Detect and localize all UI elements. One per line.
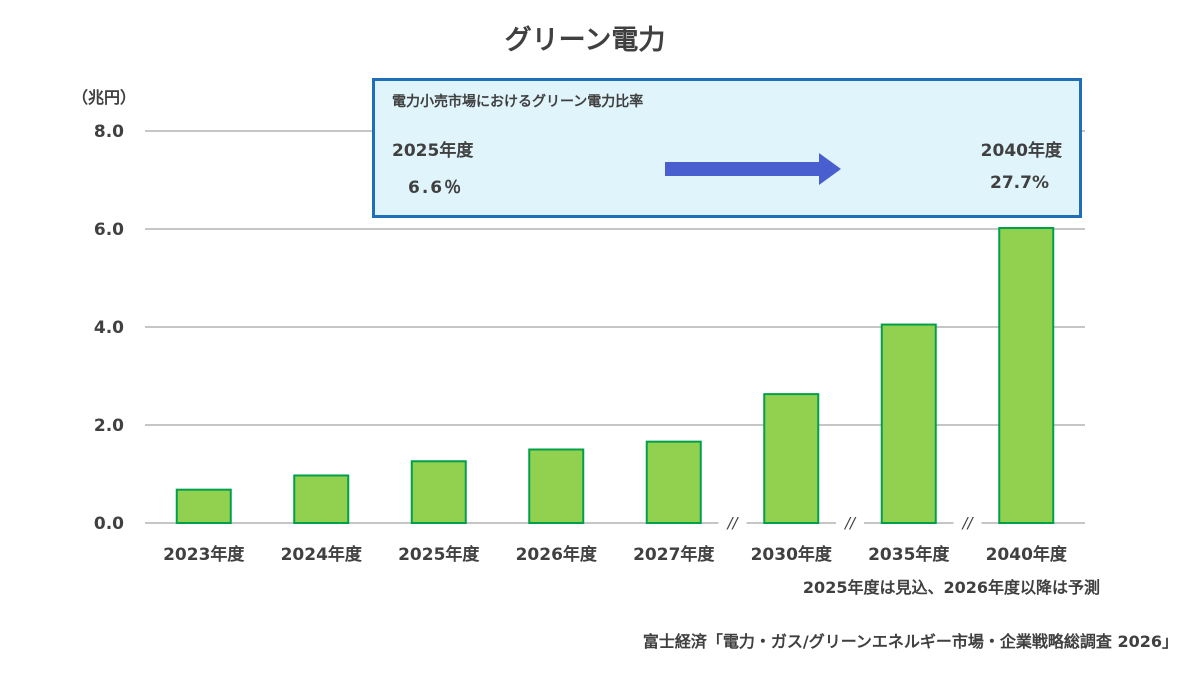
- bar: [998, 227, 1055, 525]
- bar: [410, 460, 467, 525]
- axis-break-mark: //: [843, 514, 857, 532]
- y-axis-unit-label: （兆円）: [72, 88, 136, 107]
- x-category-label: 2035年度: [868, 544, 950, 565]
- x-category-label: 2030年度: [751, 544, 833, 565]
- info-to-year: 2040年度: [980, 141, 1062, 161]
- y-axis-ticks: 0.0 2.0 4.0 6.0 8.0: [94, 122, 124, 534]
- axis-breaks: // // //: [718, 514, 982, 532]
- bar: [880, 323, 937, 524]
- axis-break-gap: [718, 520, 747, 526]
- forecast-note: 2025年度は見込、2026年度以降は予測: [802, 578, 1100, 597]
- green-power-ratio-box: 電力小売市場におけるグリーン電力比率 2025年度 6.6％ 2040年度 27…: [372, 78, 1082, 218]
- bar: [645, 440, 702, 524]
- x-category-label: 2024年度: [281, 544, 363, 565]
- x-category-label: 2040年度: [986, 544, 1068, 565]
- y-tick-label: 8.0: [94, 122, 124, 142]
- bar: [175, 488, 232, 524]
- x-category-label: 2027年度: [633, 544, 715, 565]
- info-to-value: 27.7%: [990, 173, 1049, 193]
- y-tick-label: 4.0: [94, 318, 124, 338]
- bar: [528, 448, 585, 524]
- axis-break-mark: //: [725, 514, 739, 532]
- y-tick-label: 0.0: [94, 514, 124, 534]
- info-box-title: 電力小売市場におけるグリーン電力比率: [392, 94, 644, 110]
- bars: [175, 227, 1055, 525]
- bar: [763, 393, 820, 524]
- x-category-label: 2026年度: [516, 544, 598, 565]
- y-tick-label: 2.0: [94, 416, 124, 436]
- source-citation: 富士経済「電力・ガス/グリーンエネルギー市場・企業戦略総調査 2026」: [642, 632, 1178, 651]
- chart-title: グリーン電力: [504, 25, 666, 56]
- info-from-year: 2025年度: [392, 141, 474, 161]
- right-arrow-icon: [665, 153, 841, 185]
- bar: [293, 474, 350, 524]
- axis-break-mark: //: [960, 514, 974, 532]
- y-tick-label: 6.0: [94, 220, 124, 240]
- x-category-label: 2025年度: [398, 544, 480, 565]
- axis-break-gap: [953, 520, 982, 526]
- x-axis-labels: 2023年度 2024年度 2025年度 2026年度 2027年度 2030年度 2035…: [163, 544, 1068, 565]
- axis-break-gap: [836, 520, 864, 526]
- x-category-label: 2023年度: [163, 544, 245, 565]
- info-from-value: 6.6％: [408, 178, 464, 198]
